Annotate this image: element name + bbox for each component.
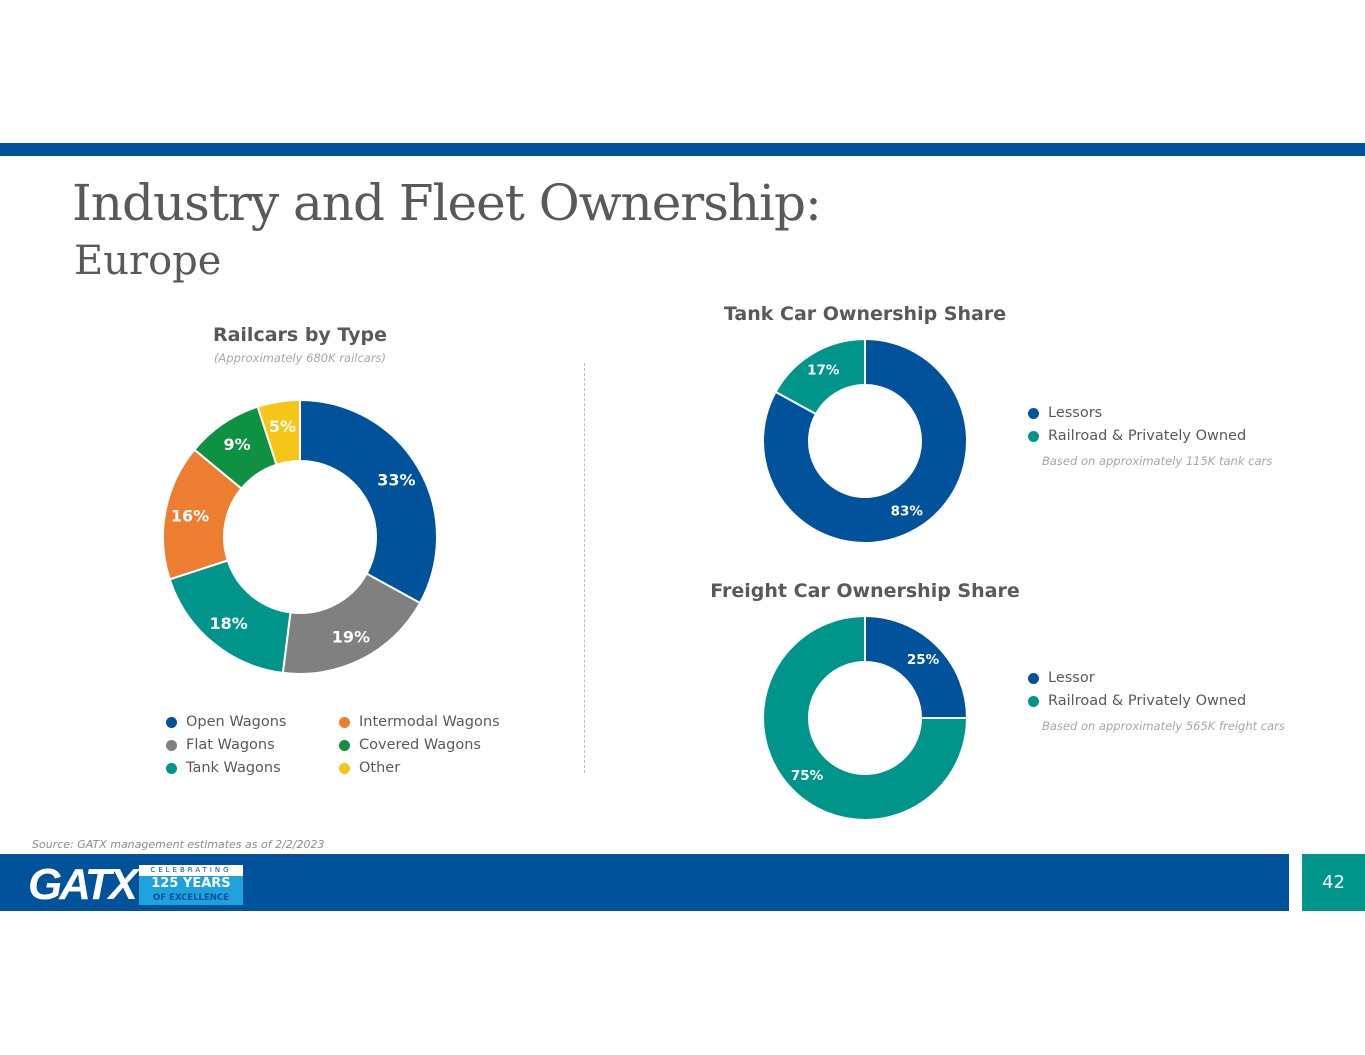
legend-lessors: Lessors [1028, 405, 1102, 421]
legend-label: Flat Wagons [186, 737, 275, 753]
legend-label: Railroad & Privately Owned [1048, 693, 1247, 709]
freight-slice-lessor [864, 614, 969, 719]
tank-data-label: 17% [807, 362, 840, 378]
freight-data-label: 75% [791, 768, 824, 784]
legend-covered-wagons: Covered Wagons [339, 737, 481, 753]
legend-dot [166, 762, 177, 774]
freight-chart-title: Freight Car Ownership Share [710, 580, 1020, 602]
freight-chart-note: Based on approximately 565K freight cars [1042, 719, 1285, 733]
legend-label: Covered Wagons [359, 737, 481, 753]
legend-railroad-privately-owned: Railroad & Privately Owned [1028, 693, 1246, 709]
railcars-data-label: 9% [223, 435, 250, 454]
railcars-chart-title: Railcars by Type [212, 324, 388, 346]
legend-dot [339, 739, 350, 751]
legend-label: Railroad & Privately Owned [1048, 428, 1247, 444]
page-title: Industry and Fleet Ownership: [72, 174, 822, 232]
legend-tank-wagons: Tank Wagons [166, 760, 281, 776]
legend-dot [1028, 672, 1039, 684]
legend-other: Other [339, 760, 400, 776]
legend-label: Intermodal Wagons [359, 714, 500, 730]
source-note: Source: GATX management estimates as of … [32, 838, 325, 851]
tank-data-label: 83% [891, 504, 924, 520]
badge-mid: 125 YEARS [138, 876, 243, 891]
tank-chart-title: Tank Car Ownership Share [723, 303, 1007, 325]
railcars-data-label: 16% [171, 507, 209, 526]
legend-flat-wagons: Flat Wagons [166, 737, 275, 753]
tank-slice-lessors [762, 337, 968, 544]
legend-dot [339, 762, 350, 774]
railcars-slice-other [256, 398, 301, 466]
legend-dot [339, 716, 350, 728]
railcars-chart-note: (Approximately 680K railcars) [213, 351, 387, 365]
legend-dot [166, 716, 177, 728]
legend-dot [1028, 695, 1039, 707]
railcars-data-label: 5% [269, 417, 296, 436]
railcars-data-label: 33% [377, 470, 415, 489]
legend-dot [1028, 407, 1039, 419]
top-accent-bar [0, 143, 1365, 156]
legend-dot [1028, 430, 1039, 442]
badge-top: CELEBRATING [138, 865, 243, 876]
legend-label: Other [359, 760, 401, 776]
legend-dot [166, 739, 177, 751]
railcars-data-label: 19% [332, 627, 370, 646]
gatx-logo: GATX CELEBRATING 125 YEARS OF EXCELLENCE [28, 860, 243, 909]
page-number: 42 [1302, 854, 1365, 911]
legend-label: Lessors [1048, 405, 1103, 421]
freight-slice-railroad-privately-owned [762, 614, 969, 821]
legend-label: Tank Wagons [186, 760, 281, 776]
tank-chart-note: Based on approximately 115K tank cars [1042, 454, 1273, 468]
railcars-data-label: 18% [209, 614, 247, 633]
legend-label: Open Wagons [186, 714, 287, 730]
anniversary-badge: CELEBRATING 125 YEARS OF EXCELLENCE [138, 865, 243, 905]
legend-open-wagons: Open Wagons [166, 714, 286, 730]
railcars-slice-open-wagons [299, 398, 438, 605]
legend-label: Lessor [1048, 670, 1095, 686]
legend-intermodal-wagons: Intermodal Wagons [339, 714, 500, 730]
badge-bottom: OF EXCELLENCE [138, 891, 243, 905]
legend-lessor: Lessor [1028, 670, 1095, 686]
legend-railroad-privately-owned: Railroad & Privately Owned [1028, 428, 1246, 444]
page-subtitle: Europe [74, 238, 222, 284]
gatx-logo-text: GATX [28, 860, 138, 909]
chart-divider [584, 363, 585, 773]
tank-slice-railroad-privately-owned [774, 337, 866, 416]
freight-data-label: 25% [907, 652, 940, 668]
